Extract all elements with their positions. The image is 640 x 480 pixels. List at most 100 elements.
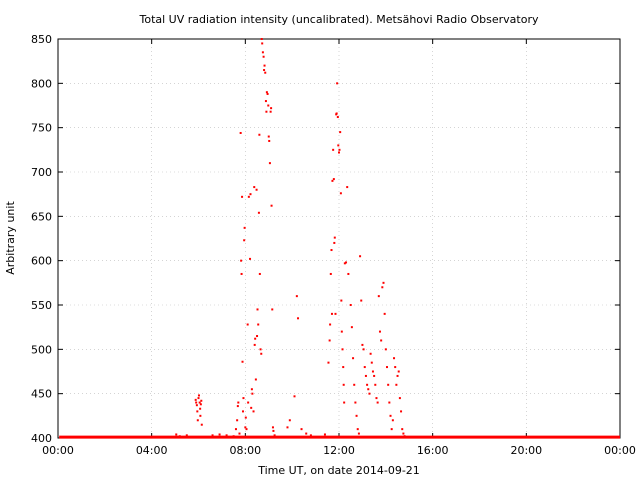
data-point	[237, 401, 240, 404]
data-point	[257, 323, 260, 326]
data-point	[258, 133, 261, 136]
data-point	[366, 383, 369, 386]
data-point	[243, 226, 246, 229]
data-point	[328, 339, 331, 342]
data-point	[323, 433, 326, 436]
data-point	[185, 434, 188, 437]
data-point	[355, 414, 358, 417]
data-point	[297, 317, 300, 320]
data-point	[262, 55, 265, 58]
data-point	[218, 433, 221, 436]
data-point	[197, 394, 200, 397]
data-point	[259, 348, 262, 351]
data-point	[336, 116, 339, 119]
data-point	[243, 239, 246, 242]
data-point	[240, 259, 243, 262]
data-point	[195, 401, 198, 404]
data-point	[391, 419, 394, 422]
data-point	[199, 403, 202, 406]
data-point	[255, 188, 258, 191]
data-point	[273, 434, 276, 437]
data-point	[337, 144, 340, 147]
data-point	[305, 432, 308, 435]
data-point	[309, 434, 312, 437]
data-point	[244, 426, 247, 429]
data-point	[342, 366, 345, 369]
data-point	[347, 272, 350, 275]
data-point	[267, 104, 270, 107]
data-point	[349, 304, 352, 306]
data-point	[390, 428, 393, 431]
data-point	[197, 397, 200, 400]
data-point	[383, 312, 386, 315]
data-point	[270, 204, 273, 207]
data-point	[241, 195, 244, 198]
data-point	[402, 432, 405, 435]
data-point	[272, 429, 275, 432]
y-tick-label: 550	[31, 299, 52, 312]
y-tick-label: 600	[31, 255, 52, 268]
data-point	[387, 383, 390, 386]
data-point	[341, 348, 344, 351]
data-point	[329, 323, 332, 326]
data-point	[363, 366, 366, 369]
data-point	[257, 211, 260, 214]
data-point	[331, 179, 334, 182]
data-point	[338, 151, 340, 154]
data-point	[253, 186, 256, 189]
data-point	[393, 357, 396, 360]
data-point	[264, 71, 267, 74]
data-point	[250, 388, 253, 391]
data-point	[236, 405, 239, 408]
data-point	[245, 428, 248, 431]
data-point	[256, 335, 259, 338]
data-point	[371, 370, 374, 373]
data-point	[200, 399, 203, 402]
data-point	[196, 410, 199, 413]
data-point	[253, 343, 256, 346]
data-point	[375, 397, 378, 400]
data-point	[265, 110, 268, 113]
data-point	[370, 361, 373, 364]
data-point	[343, 262, 346, 265]
data-point	[269, 110, 272, 113]
x-tick-label: 04:00	[136, 444, 168, 457]
y-tick-label: 850	[31, 33, 52, 46]
data-point	[260, 352, 263, 355]
data-point	[249, 193, 252, 196]
chart-title: Total UV radiation intensity (uncalibrat…	[139, 13, 539, 26]
data-point	[340, 330, 343, 333]
data-point	[368, 392, 371, 395]
data-point	[232, 435, 235, 438]
data-point	[394, 366, 397, 369]
data-point	[249, 257, 252, 260]
data-point	[384, 348, 387, 351]
data-point	[388, 401, 391, 404]
data-point	[345, 261, 348, 264]
data-point	[350, 326, 353, 329]
y-tick-label: 450	[31, 388, 52, 401]
data-point	[373, 374, 376, 377]
data-point	[386, 366, 389, 369]
data-point	[199, 407, 202, 410]
data-point	[270, 107, 273, 110]
data-point	[380, 339, 383, 342]
data-point	[300, 428, 303, 431]
data-point	[194, 398, 197, 401]
data-point	[246, 323, 249, 326]
data-point	[330, 249, 333, 252]
data-point	[254, 337, 257, 340]
data-point	[378, 330, 381, 333]
data-point	[251, 392, 254, 395]
axis-ticks: 400 450 500 550 600 650 700 750 800 850 00:00 04:00…	[31, 33, 636, 457]
data-point	[263, 64, 266, 67]
data-point	[250, 406, 253, 409]
data-point	[362, 348, 365, 351]
x-axis-label: Time UT, on date 2014-09-21	[257, 464, 420, 477]
data-point	[258, 272, 261, 275]
data-point	[271, 308, 274, 311]
y-tick-label: 400	[31, 432, 52, 445]
data-point	[374, 383, 377, 386]
data-point	[268, 139, 271, 142]
data-point	[265, 91, 268, 94]
